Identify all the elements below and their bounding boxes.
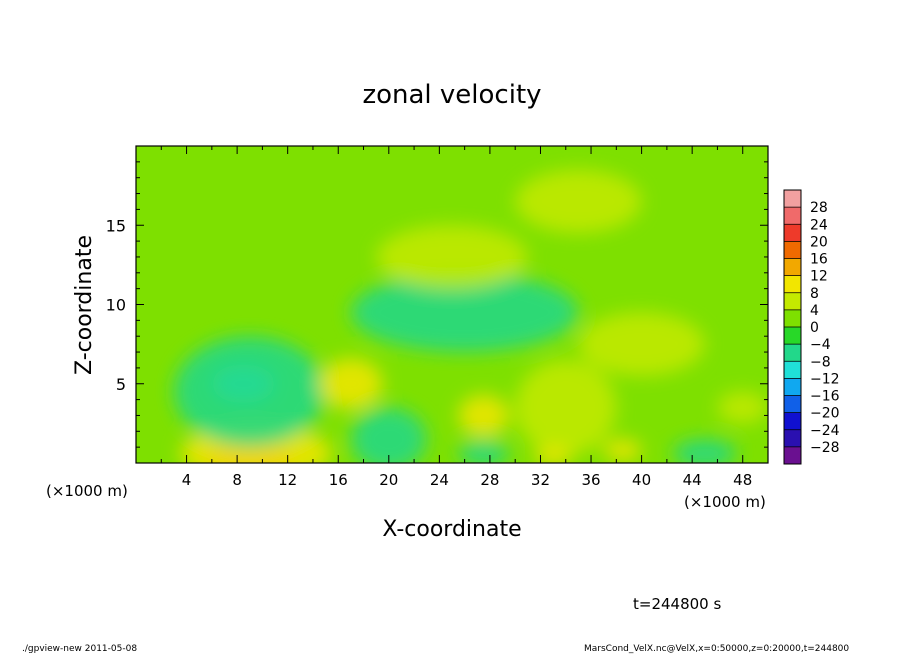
colorbar-label: −28	[810, 440, 840, 456]
x-tick-label: 36	[581, 471, 600, 489]
colorbar-label: 20	[810, 234, 828, 250]
colorbar-label: 8	[810, 286, 819, 302]
colorbar-swatch	[784, 309, 801, 328]
x-axis-ticks: 4 8 12 16 20 24 28 32 36 40 44 48	[160, 146, 752, 489]
x-tick-label: 28	[480, 471, 499, 489]
colorbar-swatch	[784, 361, 801, 379]
field-patch-9	[673, 439, 737, 463]
colorbar-label: 28	[810, 200, 828, 216]
x-tick-label: 32	[531, 471, 550, 489]
colorbar-swatch	[784, 378, 801, 396]
colorbar-label: −8	[810, 354, 831, 370]
field-patch-6	[515, 359, 617, 456]
colorbar-label: −16	[810, 389, 840, 405]
field-patch-14	[350, 272, 579, 353]
field-patch-10	[458, 440, 509, 463]
y-axis-ticks: 5 10 15	[106, 161, 768, 448]
colorbar-swatch	[784, 327, 801, 345]
x-tick-label: 16	[329, 471, 348, 489]
field-patch-15	[376, 225, 528, 289]
colorbar-label: −12	[810, 371, 840, 387]
y-axis-label: Z-coordinate	[72, 235, 97, 375]
colorbar-swatch	[784, 446, 801, 465]
footer-right: MarsCond_VelX.nc@VelX,x=0:50000,z=0:2000…	[584, 644, 849, 654]
x-tick-label: 44	[683, 471, 702, 489]
y-tick-label: 10	[106, 296, 126, 315]
colorbar-swatch	[784, 275, 801, 294]
x-tick-label: 20	[379, 471, 398, 489]
colorbar-swatch	[784, 292, 801, 311]
x-unit-right: (×1000 m)	[684, 493, 766, 511]
x-tick-label: 8	[232, 471, 242, 489]
x-tick-label: 12	[278, 471, 297, 489]
colorbar-swatch	[784, 429, 801, 448]
field-patch-8	[717, 391, 768, 424]
y-tick-label: 15	[106, 216, 126, 235]
field-patch-16	[515, 169, 642, 234]
x-tick-label: 24	[430, 471, 449, 489]
colorbar-label: 0	[810, 320, 819, 336]
colorbar-label: −24	[810, 423, 840, 439]
x-axis-label: X-coordinate	[382, 517, 521, 542]
colorbar-swatch	[784, 207, 801, 225]
y-tick-label: 5	[116, 375, 126, 394]
field-patch-3	[173, 336, 326, 448]
colorbar-swatch	[784, 190, 801, 208]
field-patch-13	[350, 407, 427, 463]
x-tick-label: 48	[733, 471, 752, 489]
colorbar-label: 4	[810, 303, 819, 319]
heatmap-area	[136, 146, 768, 463]
x-unit-left: (×1000 m)	[46, 482, 128, 500]
colorbar-label: 24	[810, 217, 828, 233]
field-patch-12	[603, 439, 642, 462]
colorbar-swatch	[784, 344, 801, 362]
field-patch-5	[458, 394, 509, 437]
x-tick-label: 4	[182, 471, 192, 489]
colorbar-swatch	[784, 224, 801, 242]
colorbar-label: −4	[810, 337, 831, 353]
field-patch-11	[534, 447, 573, 463]
x-tick-label: 40	[632, 471, 651, 489]
field-patch-7	[578, 312, 705, 376]
footer-left: ./gpview-new 2011-05-08	[22, 644, 137, 654]
colorbar-label: 12	[810, 269, 828, 285]
chart-title: zonal velocity	[362, 80, 541, 110]
colorbar-swatch	[784, 241, 801, 259]
field-patch-4	[319, 358, 383, 410]
colorbar-swatch	[784, 395, 801, 414]
colorbar-swatch	[784, 412, 801, 431]
colorbar-swatch	[784, 258, 801, 277]
colorbar-label: 16	[810, 252, 828, 268]
colorbar-label: −20	[810, 406, 840, 422]
time-label: t=244800 s	[633, 595, 721, 613]
